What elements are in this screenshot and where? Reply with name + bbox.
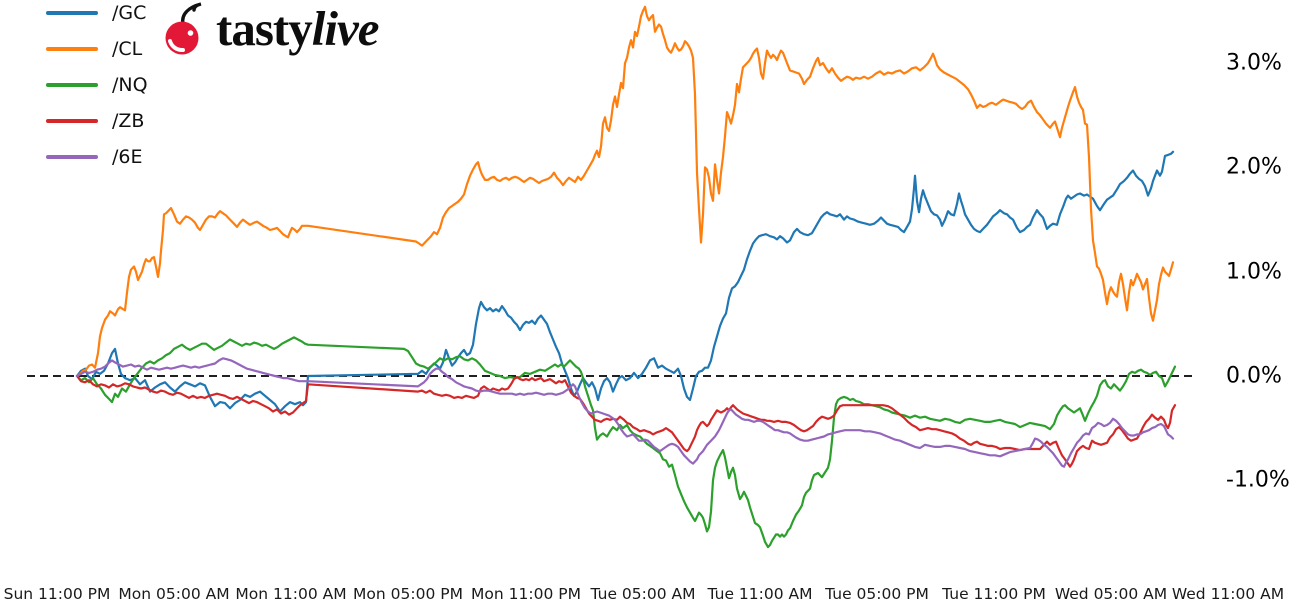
legend-item-nq: /NQ xyxy=(46,67,148,103)
series-line-nq xyxy=(75,336,1177,549)
logo-text-live: live xyxy=(311,1,380,56)
x-tick-label: Mon 11:00 AM xyxy=(235,585,347,603)
logo-wordmark: tastylive xyxy=(216,0,380,58)
x-tick-label: Mon 05:00 PM xyxy=(353,585,463,603)
x-tick-label: Tue 05:00 PM xyxy=(825,585,929,603)
y-tick-label: 2.0% xyxy=(1226,154,1282,180)
y-tick-label: 1.0% xyxy=(1226,259,1282,285)
y-tick-label: 0.0% xyxy=(1226,363,1282,389)
legend-label: /NQ xyxy=(112,74,148,96)
x-tick-label: Tue 11:00 PM xyxy=(942,585,1046,603)
series-line-gc xyxy=(75,150,1175,413)
legend-color-swatch xyxy=(46,47,98,51)
tastylive-logo: tastylive xyxy=(162,0,380,60)
x-tick-label: Wed 05:00 AM xyxy=(1054,585,1168,603)
x-tick-label: Sun 11:00 PM xyxy=(3,585,111,603)
legend-item-cl: /CL xyxy=(46,31,148,67)
x-tick-label: Wed 11:00 AM xyxy=(1171,585,1285,603)
logo-text-tasty: tasty xyxy=(216,1,313,56)
x-tick-label: Tue 05:00 AM xyxy=(590,585,696,603)
cherry-icon xyxy=(165,2,202,55)
legend-label: /6E xyxy=(112,146,143,168)
legend-label: /CL xyxy=(112,38,143,60)
legend-color-swatch xyxy=(46,155,98,159)
series-line-cl xyxy=(75,5,1175,378)
y-tick-label: 3.0% xyxy=(1226,50,1282,76)
legend-label: /ZB xyxy=(112,110,145,132)
legend-item-gc: /GC xyxy=(46,0,148,31)
x-tick-label: Tue 11:00 AM xyxy=(707,585,813,603)
x-tick-label: Mon 05:00 AM xyxy=(118,585,230,603)
x-tick-label: Mon 11:00 PM xyxy=(471,585,581,603)
series-line-6e xyxy=(75,357,1175,468)
legend-color-swatch xyxy=(46,83,98,87)
legend-item-zb: /ZB xyxy=(46,103,148,139)
legend-item-6e: /6E xyxy=(46,139,148,175)
chart-legend: /GC/CL/NQ/ZB/6E xyxy=(46,0,148,175)
legend-label: /GC xyxy=(112,2,147,24)
y-tick-label: -1.0% xyxy=(1226,467,1290,493)
legend-color-swatch xyxy=(46,119,98,123)
legend-color-swatch xyxy=(46,11,98,15)
